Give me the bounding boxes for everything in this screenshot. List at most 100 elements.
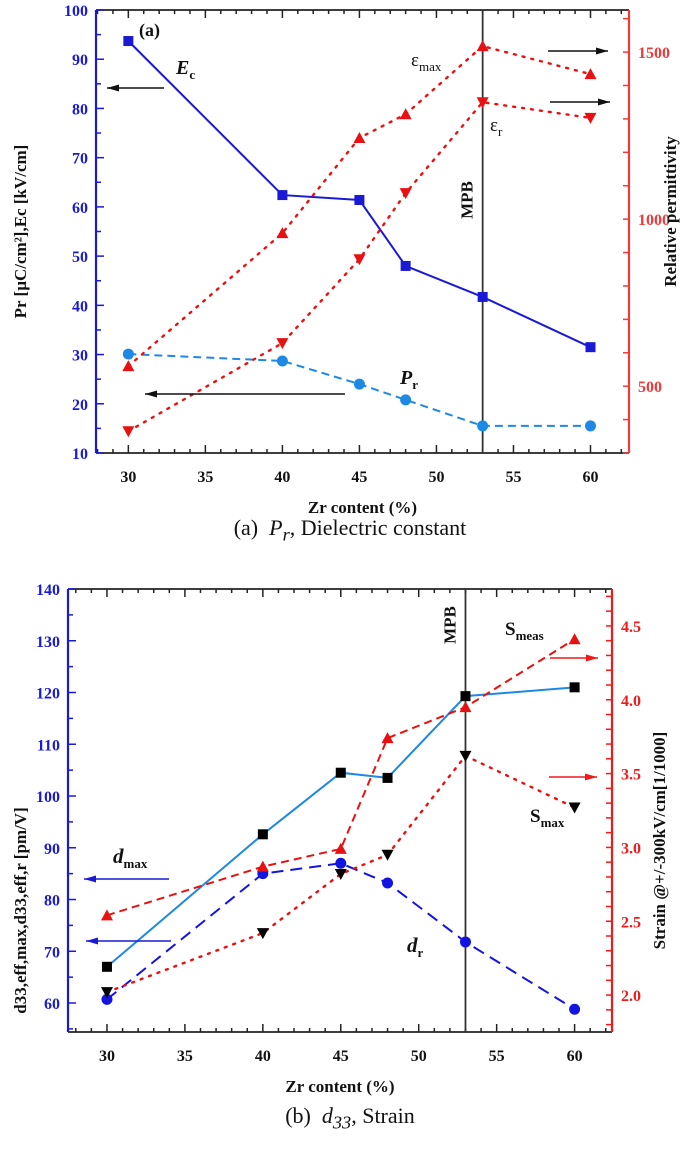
data-point-dmax [460, 691, 471, 702]
left-y-tick-label: 30 [72, 348, 88, 365]
data-point-Smeas [381, 732, 394, 744]
data-point-Smeas [568, 633, 581, 645]
panel-label: (a) [139, 20, 160, 41]
data-point-dr [569, 1003, 581, 1015]
left-y-tick-label: 60 [72, 200, 88, 217]
data-point-Ec [585, 342, 596, 353]
right-y-tick-label: 4.0 [621, 693, 641, 710]
data-point-Smeas [334, 842, 347, 854]
left-y-tick-label: 130 [36, 634, 60, 651]
x-tick-label: 40 [255, 1048, 271, 1065]
left-y-tick-label: 60 [44, 996, 60, 1013]
left-y-tick-label: 90 [44, 841, 60, 858]
caption-a-symbol: P [269, 515, 283, 540]
caption-b: (b) d33, Strain [0, 1103, 700, 1133]
left-y-tick-label: 120 [36, 686, 60, 703]
x-tick-label: 60 [582, 469, 598, 486]
left-y-tick-label: 140 [36, 582, 60, 599]
left-y-tick-label: 50 [72, 249, 88, 266]
left-y-axis-title: d33,eff,max,d33,eff,r [pm/V] [11, 807, 30, 1013]
data-point-εmax [122, 360, 135, 372]
data-point-Pr [276, 355, 288, 367]
data-point-εmax [353, 131, 366, 143]
left-y-tick-label: 100 [36, 789, 60, 806]
caption-a: (a) Pr, Dielectric constant [0, 515, 700, 545]
right-y-tick-label: 1500 [638, 45, 670, 62]
data-point-Smeas [256, 860, 269, 872]
data-point-Pr [353, 378, 365, 390]
x-axis-title: Zr content (%) [285, 1077, 394, 1096]
right-y-tick-label: 3.5 [621, 767, 641, 784]
data-point-Smeas [459, 701, 472, 713]
x-tick-label: 45 [351, 469, 367, 486]
data-point-dmax [569, 682, 580, 693]
right-y-tick-label: 3.0 [621, 840, 641, 857]
x-tick-label: 30 [120, 469, 136, 486]
data-point-dr [382, 877, 394, 889]
data-point-Ec [354, 194, 365, 205]
chart-panel-b: 30 35 40 45 50 55 60 Zr content (%) 60 70 80 90 100 1… [11, 582, 669, 1096]
chart-panel-a: 30 35 40 45 50 55 60 Zr content (%) 10 20 30 40 50 60… [11, 3, 680, 517]
caption-a-prefix: (a) [233, 515, 259, 540]
caption-b-suffix: , Strain [351, 1103, 415, 1128]
right-y-axis-title: Strain @+/-300kV/cm[1/1000] [650, 732, 669, 950]
label-dmax: dmax [113, 844, 148, 871]
left-y-tick-label: 40 [72, 298, 88, 315]
right-y-tick-label: 2.5 [621, 914, 641, 931]
label-smeas: Smeas [505, 619, 544, 643]
data-point-dr [101, 993, 113, 1005]
data-point-εr [122, 426, 135, 438]
data-point-Ec [477, 291, 488, 302]
x-tick-label: 50 [411, 1048, 427, 1065]
series-line-dr [106, 862, 576, 1011]
series-line-Ec [127, 40, 591, 349]
arrow-er-head [598, 98, 610, 106]
data-point-Smax [100, 987, 113, 999]
arrow-ec-head [107, 84, 119, 92]
data-point-εmax [584, 68, 597, 80]
data-point-Smax [334, 868, 347, 880]
x-axis-title: Zr content (%) [308, 498, 417, 517]
arrow-smax-head [585, 773, 597, 781]
x-tick-label: 55 [505, 469, 521, 486]
data-point-dmax [101, 961, 112, 972]
right-y-axis-title: Relative permittivity [661, 136, 680, 287]
data-point-dr [459, 936, 471, 948]
data-point-εr [476, 97, 489, 109]
arrow-dr-head [86, 937, 98, 945]
left-y-tick-label: 80 [72, 101, 88, 118]
data-point-εr [276, 338, 289, 350]
arrow-pr-head [145, 390, 157, 398]
data-point-Pr [477, 420, 489, 432]
mpb-label: MPB [440, 606, 459, 644]
data-point-Pr [584, 420, 596, 432]
x-tick-label: 45 [333, 1048, 349, 1065]
caption-a-suffix: , Dielectric constant [289, 515, 467, 540]
data-point-εmax [476, 40, 489, 52]
data-point-dmax [335, 767, 346, 778]
right-y-tick-label: 1000 [638, 212, 670, 229]
data-point-Smax [256, 928, 269, 940]
label-ec: Ec [175, 57, 195, 82]
x-tick-label: 55 [489, 1048, 505, 1065]
left-y-tick-label: 70 [72, 151, 88, 168]
label-er: εr [490, 115, 503, 139]
left-y-tick-label: 100 [64, 3, 88, 20]
series-line-dmax [106, 686, 575, 968]
data-point-Pr [122, 348, 134, 360]
caption-b-symbol-sub: 33 [332, 1112, 352, 1133]
caption-a-symbol-sub: r [282, 524, 290, 545]
data-point-Ec [277, 190, 288, 201]
right-y-tick-label: 4.5 [621, 619, 641, 636]
data-point-εr [399, 188, 412, 200]
data-point-εmax [276, 227, 289, 239]
series-line-Smax [105, 754, 576, 994]
x-tick-label: 35 [177, 1048, 193, 1065]
data-point-Smax [568, 802, 581, 814]
x-tick-label: 35 [197, 469, 213, 486]
caption-b-prefix: (b) [285, 1103, 311, 1128]
data-point-εmax [399, 108, 412, 120]
left-y-tick-label: 110 [37, 737, 60, 754]
right-y-tick-label: 500 [638, 379, 662, 396]
